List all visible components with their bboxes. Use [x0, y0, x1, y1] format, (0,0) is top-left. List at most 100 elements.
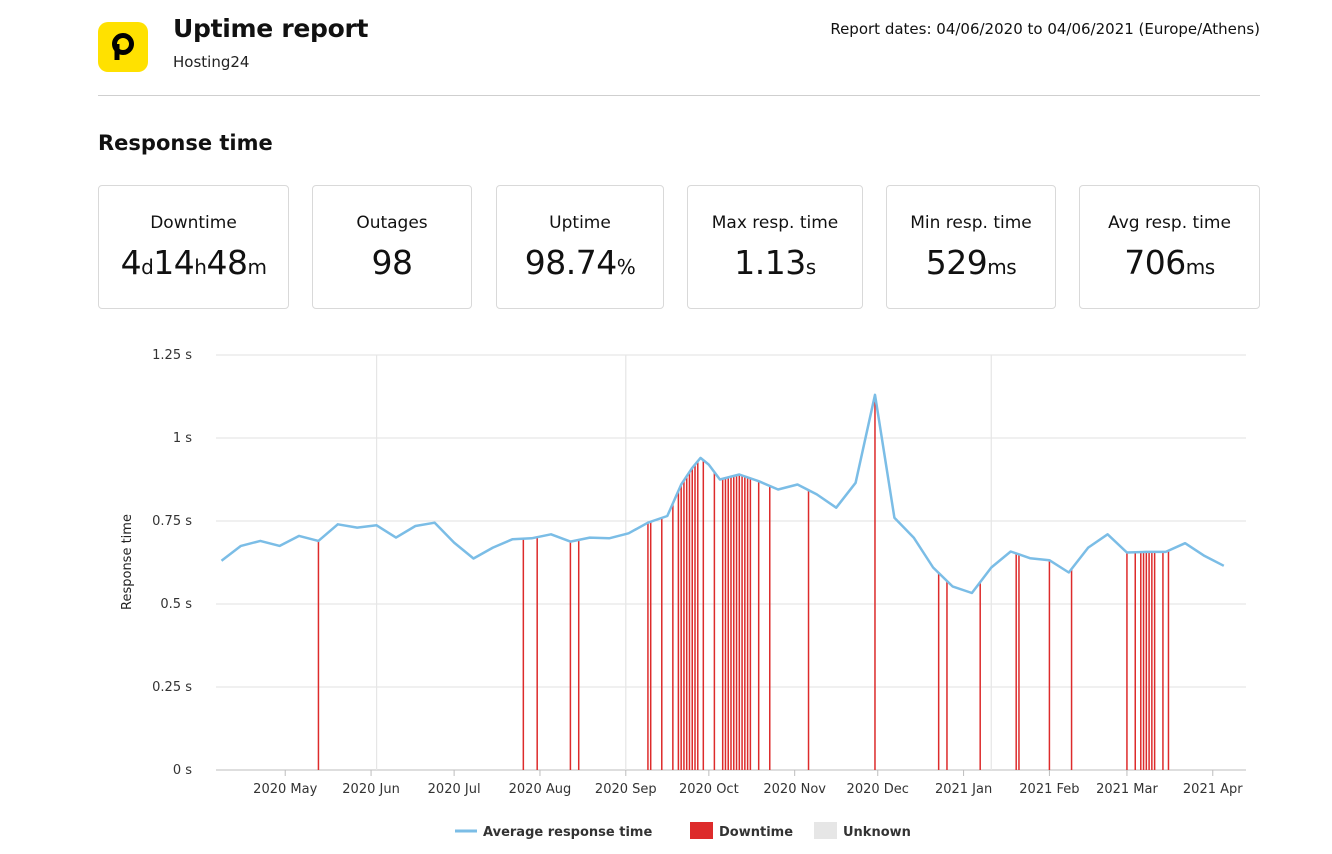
downtime-bar — [697, 461, 699, 770]
stat-value: 706ms — [1080, 243, 1259, 282]
legend-swatch-downtime — [690, 822, 713, 839]
downtime-bar — [685, 476, 688, 770]
downtime-bar — [1018, 554, 1020, 770]
stat-label: Min resp. time — [910, 213, 1032, 233]
downtime-bar — [1153, 551, 1156, 770]
stat-number: 706 — [1124, 243, 1186, 282]
y-tick-label: 0 s — [173, 763, 192, 778]
stat-value: 98 — [313, 243, 471, 282]
x-tick-label: 2020 Jul — [428, 782, 481, 797]
y-tick-label: 1 s — [173, 431, 192, 446]
downtime-bar — [874, 394, 876, 770]
downtime-bar — [680, 484, 682, 770]
downtime-bar — [946, 580, 948, 770]
page-title: Uptime report — [173, 14, 369, 43]
report-dates: Report dates: 04/06/2020 to 04/06/2021 (… — [830, 20, 1260, 38]
downtime-bar — [757, 481, 760, 770]
downtime-bar — [713, 472, 716, 770]
stat-number: 98 — [371, 243, 414, 282]
legend-label-unknown: Unknown — [843, 825, 911, 840]
stat-number: 98.74 — [524, 243, 617, 282]
y-tick-label: 1.25 s — [152, 348, 192, 363]
downtime-bar — [730, 476, 732, 770]
downtime-bar — [1048, 560, 1051, 770]
downtime-bar — [733, 475, 735, 770]
stat-unit: m — [247, 255, 267, 279]
downtime-bar — [724, 478, 727, 770]
downtime-bar — [661, 517, 663, 770]
x-tick-label: 2020 Sep — [595, 782, 657, 797]
downtime-bar — [735, 475, 738, 770]
stat-number: 14 — [153, 243, 195, 282]
downtime-bar — [1167, 550, 1170, 770]
downtime-bar — [1126, 552, 1128, 770]
stat-card-uptime: Uptime 98.74% — [496, 185, 664, 309]
legend: Average response time Downtime Unknown — [455, 822, 911, 840]
x-tick-label: 2020 Dec — [847, 782, 909, 797]
downtime-bar — [1140, 552, 1142, 770]
chart-svg: 0 s 0.25 s 0.5 s 0.75 s 1 s 1.25 s 2020 May 202… — [120, 348, 1246, 840]
downtime-bar — [694, 464, 696, 770]
x-tick-label: 2021 Jan — [935, 782, 992, 797]
x-tick-label: 2020 May — [253, 782, 317, 797]
downtime-bar — [577, 539, 580, 770]
y-tick-label: 0.25 s — [152, 680, 192, 695]
downtime-bar — [683, 480, 685, 770]
downtime-bar — [1145, 551, 1148, 770]
stat-value: 98.74% — [497, 243, 663, 282]
x-tick-label: 2020 Jun — [342, 782, 400, 797]
stat-number: 48 — [206, 243, 248, 282]
page-subtitle: Hosting24 — [173, 53, 250, 71]
stat-label: Avg resp. time — [1108, 213, 1231, 233]
legend-label-downtime: Downtime — [719, 825, 793, 840]
downtime-bar — [721, 478, 724, 770]
downtime-bar — [1162, 551, 1164, 770]
section-title: Response time — [98, 131, 273, 155]
legend-label-average: Average response time — [483, 825, 652, 840]
downtime-bar — [649, 521, 652, 770]
downtime-bar — [979, 582, 981, 770]
stat-value: 529ms — [887, 243, 1055, 282]
downtime-bar — [807, 490, 810, 770]
downtime-bar — [536, 537, 538, 770]
downtime-bar — [746, 477, 749, 770]
downtime-bar — [317, 540, 320, 770]
stat-unit: s — [805, 255, 816, 279]
downtime-bar — [1015, 553, 1017, 770]
stat-unit: % — [616, 255, 636, 279]
downtime-bar — [569, 541, 572, 770]
legend-swatch-unknown — [814, 822, 837, 839]
downtime-bar — [769, 485, 771, 770]
downtime-bar — [647, 522, 649, 770]
stat-label: Outages — [356, 213, 428, 233]
stat-value: 4d14h48m — [99, 243, 288, 282]
y-tick-label: 0.75 s — [152, 514, 192, 529]
downtime-bar — [691, 467, 693, 770]
downtime-bar — [522, 538, 525, 770]
stat-label: Max resp. time — [711, 213, 839, 233]
downtime-bar — [1134, 552, 1136, 770]
x-tick-label: 2020 Aug — [509, 782, 572, 797]
downtime-bar — [937, 572, 940, 770]
downtime-bar — [1142, 551, 1145, 770]
x-tick-label: 2020 Oct — [679, 782, 739, 797]
stat-label: Downtime — [150, 213, 237, 233]
downtime-bar — [744, 476, 746, 770]
x-tick-label: 2021 Mar — [1096, 782, 1158, 797]
stat-card-downtime: Downtime 4d14h48m — [98, 185, 289, 309]
stat-label: Uptime — [549, 213, 611, 233]
downtime-bar — [1148, 551, 1150, 770]
stat-number: 1.13 — [734, 243, 806, 282]
downtime-bar — [688, 472, 691, 770]
stat-unit: h — [194, 255, 207, 279]
x-tick-label: 2021 Feb — [1019, 782, 1079, 797]
x-tick-label: 2020 Nov — [763, 782, 826, 797]
downtime-bar — [1151, 551, 1153, 770]
downtime-bar — [672, 503, 674, 770]
downtime-bar — [727, 477, 729, 770]
stat-number: 529 — [925, 243, 988, 282]
response-time-chart: 0 s 0.25 s 0.5 s 0.75 s 1 s 1.25 s 2020 May 202… — [0, 330, 1332, 850]
stat-card-min-resp: Min resp. time 529ms — [886, 185, 1056, 309]
downtime-bar — [677, 490, 680, 770]
stat-card-max-resp: Max resp. time 1.13s — [687, 185, 863, 309]
